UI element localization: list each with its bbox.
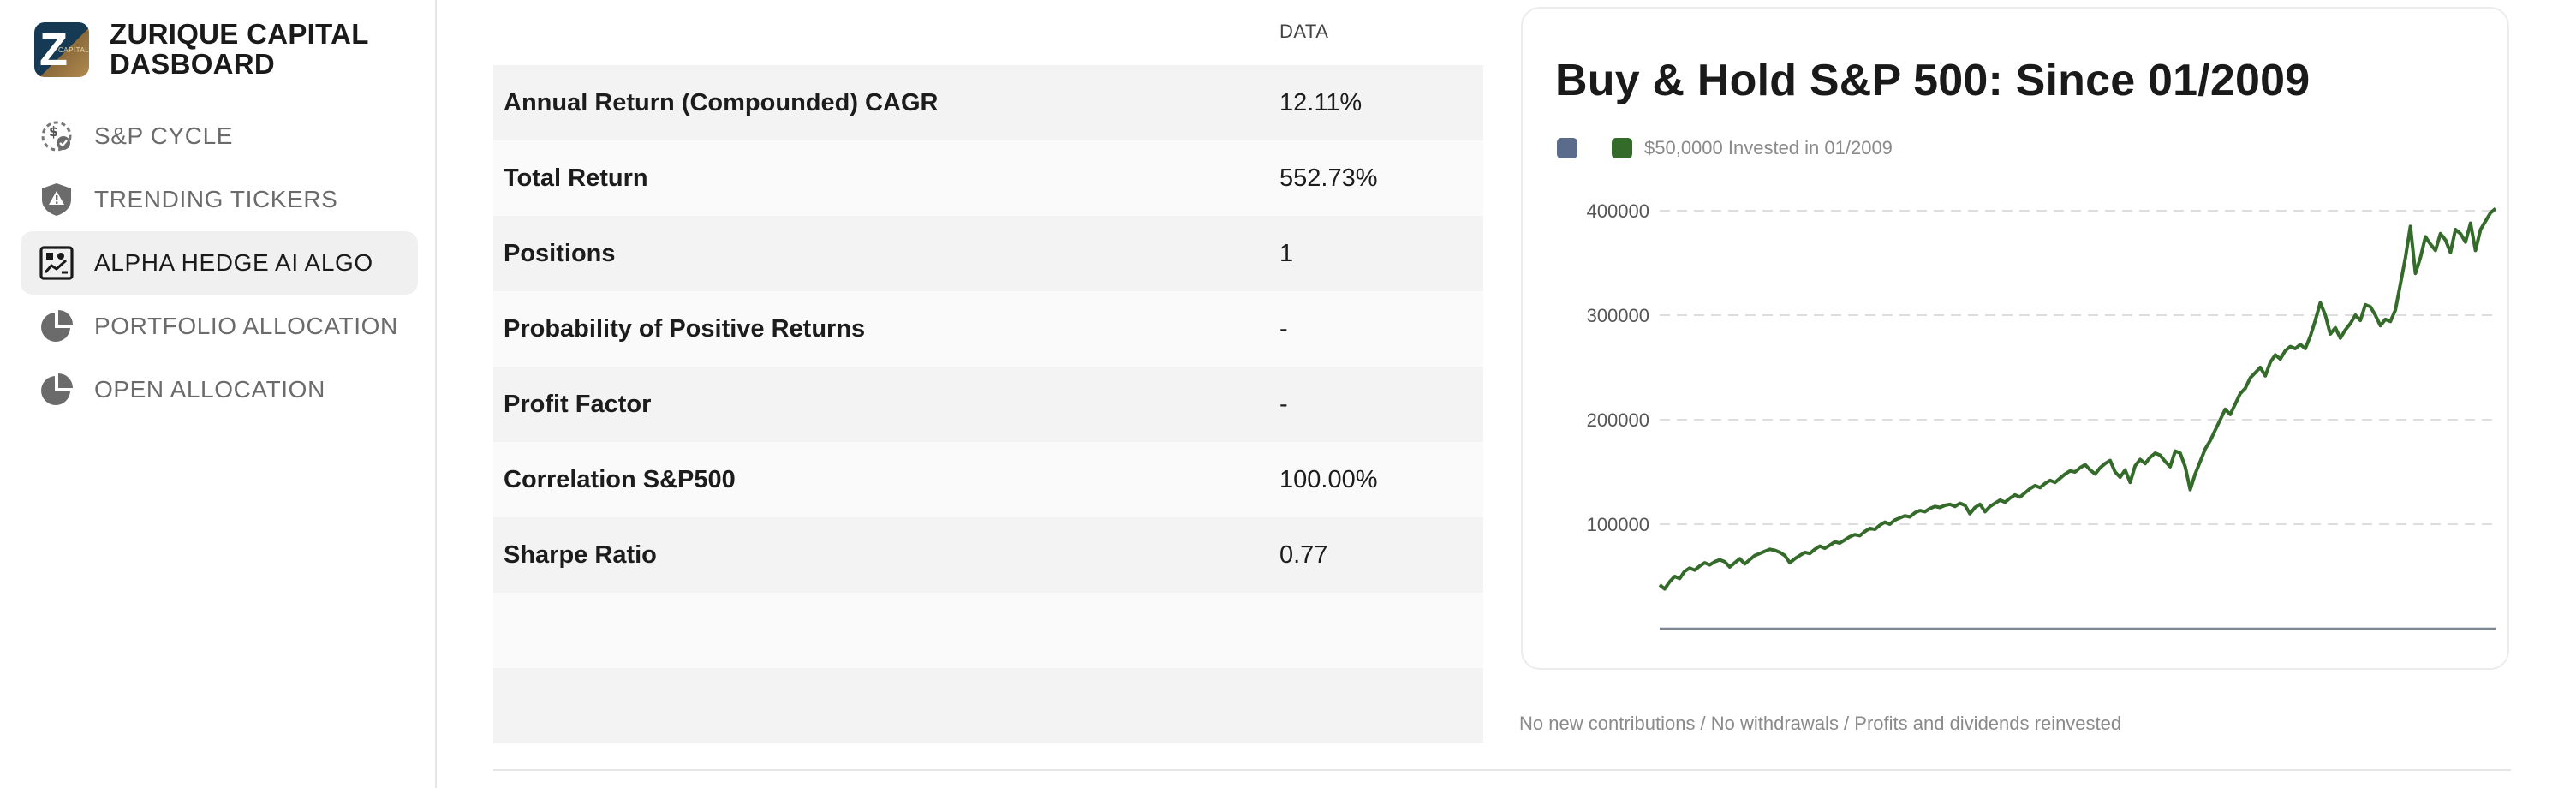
chart-footnote: No new contributions / No withdrawals / …	[1519, 713, 2122, 734]
metric-value: 12.11%	[1279, 88, 1363, 116]
brand-title-line-2: DASBOARD	[110, 48, 276, 80]
table-footer-row	[493, 668, 1483, 743]
sidebar-item-open-allocation[interactable]: OPEN ALLOCATION	[21, 358, 418, 421]
y-tick-label: 100000	[1587, 514, 1649, 535]
column-header-data: DATA	[1279, 21, 1329, 42]
metric-value: -	[1279, 390, 1288, 418]
cycle-icon: $	[38, 117, 75, 155]
sidebar-nav: $ S&P CYCLE TRENDING TICKERS	[21, 104, 418, 421]
legend-label[interactable]: $50,0000 Invested in 01/2009	[1644, 137, 1893, 158]
legend-swatch[interactable]	[1612, 138, 1632, 158]
series-line[interactable]	[1658, 207, 2497, 591]
metric-value: 100.00%	[1279, 465, 1378, 493]
metric-label: Annual Return (Compounded) CAGR	[504, 88, 939, 116]
metric-label: Probability of Positive Returns	[504, 314, 866, 343]
sidebar-item-portfolio-allocation[interactable]: PORTFOLIO ALLOCATION	[21, 295, 418, 358]
company-logo: Z CAPITAL	[34, 22, 89, 77]
divider	[493, 769, 2511, 771]
metric-label: Correlation S&P500	[504, 465, 736, 493]
table-row: Correlation S&P500 100.00%	[493, 442, 1483, 517]
metric-value: 552.73%	[1279, 164, 1378, 192]
sidebar-item-label: PORTFOLIO ALLOCATION	[94, 313, 398, 339]
legend-swatch[interactable]	[1557, 138, 1577, 158]
algo-chart-icon	[38, 244, 75, 282]
y-tick-label: 200000	[1587, 409, 1649, 431]
warning-shield-icon	[38, 181, 75, 218]
metric-label: Total Return	[504, 164, 648, 192]
metric-label: Sharpe Ratio	[504, 540, 657, 569]
table-header: DATA	[493, 0, 1483, 65]
metric-label: Positions	[504, 239, 616, 267]
table-row: Total Return 552.73%	[493, 140, 1483, 216]
svg-text:$: $	[49, 123, 58, 140]
chart-legend: $50,0000 Invested in 01/2009	[1557, 137, 1893, 159]
y-tick-label: 300000	[1587, 305, 1649, 326]
sidebar-item-label: OPEN ALLOCATION	[94, 376, 325, 403]
logo-caption: CAPITAL	[58, 46, 89, 54]
logo-letter: Z	[39, 24, 68, 75]
y-tick-label: 400000	[1587, 200, 1649, 222]
pie-chart-icon	[38, 371, 75, 409]
table-row: Probability of Positive Returns -	[493, 291, 1483, 367]
sidebar-item-trending-tickers[interactable]: TRENDING TICKERS	[21, 168, 418, 231]
sidebar-item-label: TRENDING TICKERS	[94, 186, 338, 212]
brand-title: ZURIQUE CAPITAL DASBOARD	[110, 19, 369, 79]
metric-value: 1	[1279, 239, 1294, 267]
table-spacer	[493, 593, 1483, 668]
sidebar: Z CAPITAL ZURIQUE CAPITAL DASBOARD $ S&P…	[0, 0, 437, 788]
brand[interactable]: Z CAPITAL ZURIQUE CAPITAL DASBOARD	[34, 19, 369, 79]
table-row: Positions 1	[493, 216, 1483, 291]
table-row: Sharpe Ratio 0.77	[493, 517, 1483, 593]
line-chart: 100000 200000 300000 400000	[1587, 200, 2497, 630]
sidebar-item-label: S&P CYCLE	[94, 122, 234, 149]
metric-value: 0.77	[1279, 540, 1328, 569]
stats-table: DATA Annual Return (Compounded) CAGR 12.…	[493, 0, 1483, 668]
pie-chart-icon	[38, 307, 75, 345]
chart-card: Buy & Hold S&P 500: Since 01/2009 $50,00…	[1521, 7, 2509, 670]
metric-label: Profit Factor	[504, 390, 652, 418]
sidebar-item-label: ALPHA HEDGE AI ALGO	[94, 249, 373, 276]
sidebar-item-sp-cycle[interactable]: $ S&P CYCLE	[21, 104, 418, 168]
table-row: Annual Return (Compounded) CAGR 12.11%	[493, 65, 1483, 140]
metric-value: -	[1279, 314, 1288, 343]
table-row: Profit Factor -	[493, 367, 1483, 442]
chart-title: Buy & Hold S&P 500: Since 01/2009	[1555, 56, 2311, 105]
brand-title-line-1: ZURIQUE CAPITAL	[110, 18, 369, 50]
sidebar-item-alpha-hedge-ai-algo[interactable]: ALPHA HEDGE AI ALGO	[21, 231, 418, 295]
